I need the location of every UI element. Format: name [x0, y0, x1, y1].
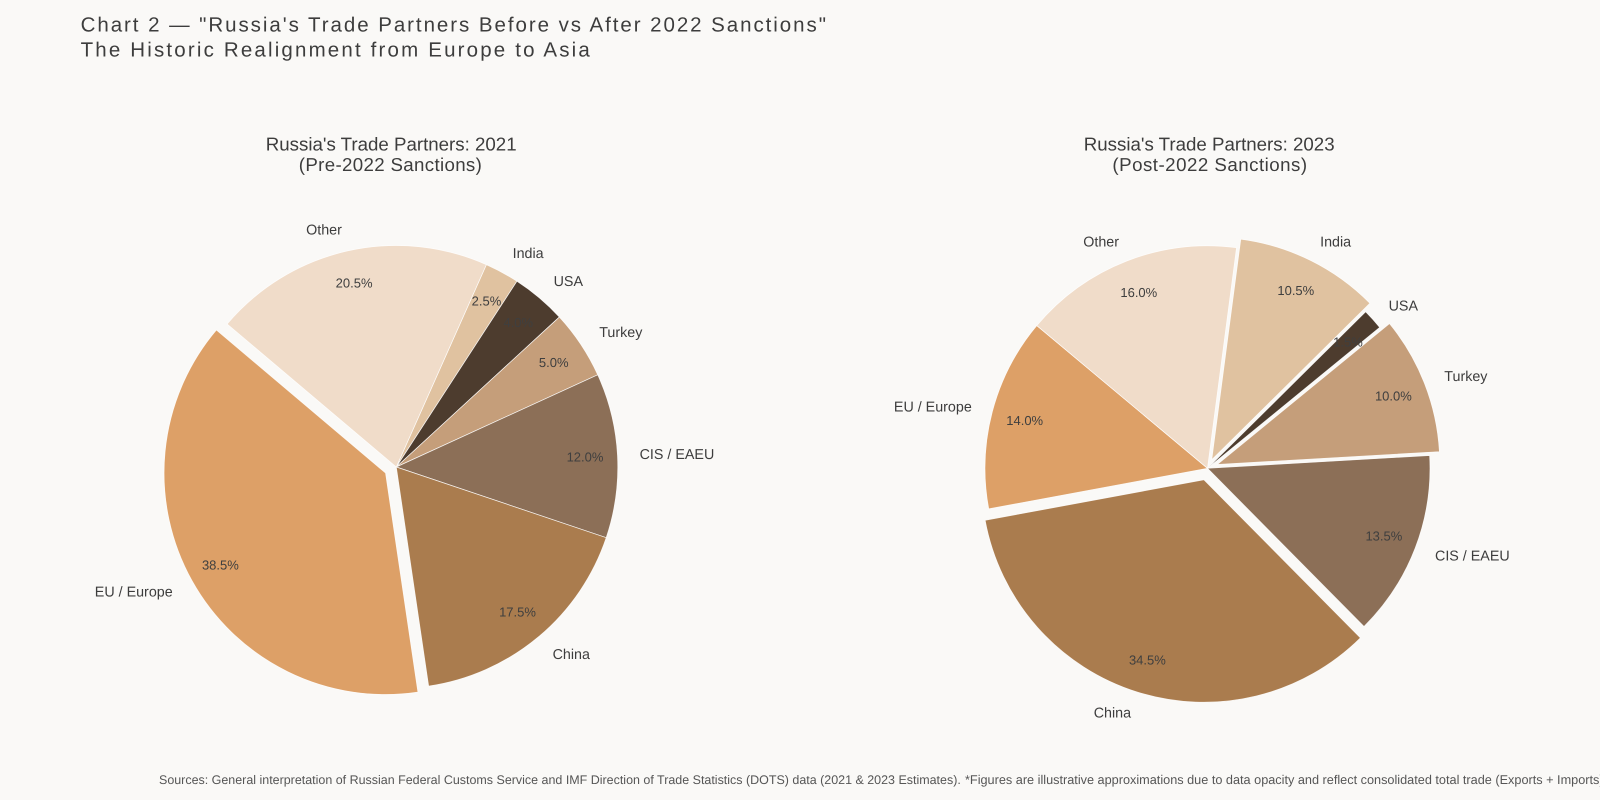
- svg-text:USA: USA: [1389, 298, 1419, 314]
- svg-text:13.5%: 13.5%: [1365, 529, 1402, 544]
- svg-text:Other: Other: [306, 223, 342, 239]
- svg-text:38.5%: 38.5%: [202, 557, 239, 572]
- svg-text:5.0%: 5.0%: [539, 355, 569, 370]
- svg-text:China: China: [1094, 705, 1131, 721]
- svg-text:India: India: [513, 246, 544, 262]
- svg-text:34.5%: 34.5%: [1129, 653, 1166, 668]
- svg-text:2.5%: 2.5%: [472, 293, 502, 308]
- svg-text:10.5%: 10.5%: [1277, 283, 1314, 298]
- svg-text:Chart 2 — "Russia's Trade Part: Chart 2 — "Russia's Trade Partners Befor…: [81, 14, 828, 37]
- svg-text:*Figures are illustrative appr: *Figures are illustrative approximations…: [965, 773, 1600, 787]
- svg-text:14.0%: 14.0%: [1006, 413, 1043, 428]
- svg-text:CIS / EAEU: CIS / EAEU: [1435, 549, 1510, 565]
- svg-text:12.0%: 12.0%: [567, 450, 604, 465]
- svg-text:16.0%: 16.0%: [1120, 285, 1157, 300]
- svg-text:Sources: General interpretatio: Sources: General interpretation of Russi…: [159, 773, 961, 787]
- svg-text:Russia's Trade Partners: 2021: Russia's Trade Partners: 2021: [266, 133, 517, 154]
- svg-text:India: India: [1320, 235, 1351, 251]
- svg-text:(Post-2022 Sanctions): (Post-2022 Sanctions): [1112, 154, 1307, 175]
- svg-text:4.0%: 4.0%: [503, 315, 533, 330]
- svg-text:EU / Europe: EU / Europe: [894, 400, 972, 416]
- svg-text:1.5%: 1.5%: [1333, 334, 1363, 349]
- svg-text:Turkey: Turkey: [599, 325, 643, 341]
- svg-text:Turkey: Turkey: [1444, 369, 1488, 385]
- svg-text:Other: Other: [1083, 234, 1119, 250]
- svg-text:17.5%: 17.5%: [499, 605, 536, 620]
- svg-text:Russia's Trade Partners: 2023: Russia's Trade Partners: 2023: [1084, 133, 1335, 154]
- svg-text:China: China: [553, 647, 590, 663]
- svg-text:USA: USA: [554, 274, 584, 290]
- svg-text:The Historic Realignment from: The Historic Realignment from Europe to …: [81, 39, 592, 62]
- svg-text:EU / Europe: EU / Europe: [95, 585, 173, 601]
- svg-text:10.0%: 10.0%: [1375, 388, 1412, 403]
- svg-text:CIS / EAEU: CIS / EAEU: [640, 447, 715, 463]
- svg-text:20.5%: 20.5%: [336, 275, 373, 290]
- svg-text:(Pre-2022 Sanctions): (Pre-2022 Sanctions): [299, 154, 482, 175]
